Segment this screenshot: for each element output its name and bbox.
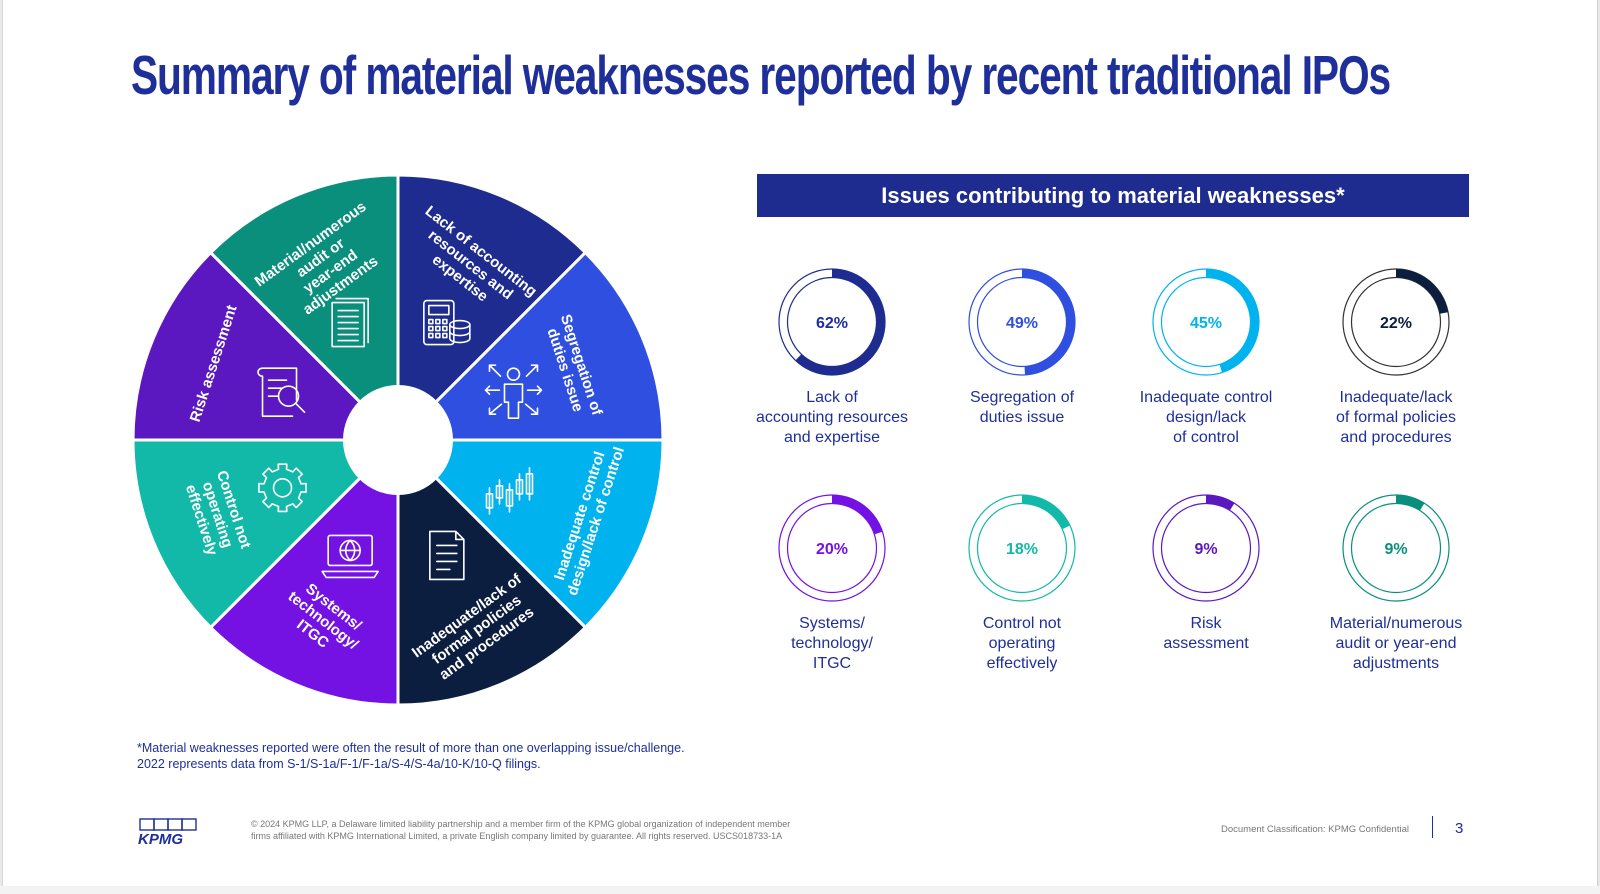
donut-track <box>1342 494 1450 602</box>
donut-chart: 22% <box>1342 268 1450 376</box>
footnotes: *Material weaknesses reported were often… <box>137 740 685 772</box>
donut-percent: 22% <box>1380 315 1412 332</box>
donut-percent: 45% <box>1190 315 1222 332</box>
calculator-database-icon <box>423 299 471 346</box>
donut-label: Inadequate/lack of formal policies and p… <box>1335 389 1457 446</box>
document-classification: Document Classification: KPMG Confidenti… <box>1221 824 1409 835</box>
panel-header: Issues contributing to material weakness… <box>757 174 1469 217</box>
donut-card-risk-assessment: 9% Risk assessment <box>1106 490 1306 654</box>
donut-label: Segregation of duties issue <box>969 389 1075 426</box>
person-arrows-icon <box>484 364 543 419</box>
document-icon <box>429 530 465 581</box>
donut-arc <box>779 269 885 375</box>
donut-chart: 49% <box>968 268 1076 376</box>
wheel-segment-segregation-of-duties-issue <box>394 250 665 442</box>
donut-arc <box>1343 495 1449 601</box>
donut-label: Inadequate control design/lack of contro… <box>1139 389 1273 446</box>
donut-percent: 62% <box>816 315 848 332</box>
footnote-1: *Material weaknesses reported were often… <box>137 741 685 755</box>
kpmg-logo-text: KPMG <box>138 831 183 846</box>
wheel-center <box>343 385 453 495</box>
legal-line-2: firms affiliated with KPMG International… <box>251 831 783 841</box>
kpmg-logo: KPMG <box>138 818 197 846</box>
footnote-2: 2022 represents data from S-1/S-1a/F-1/F… <box>137 757 541 771</box>
donut-percent: 20% <box>816 541 848 558</box>
wheel-segment-lack-of-accounting-resources-and-expertise <box>396 173 588 444</box>
window-bottom-strip <box>0 886 1600 894</box>
scroll-magnifier-icon <box>257 367 306 417</box>
donut-chart: 45% <box>1152 268 1260 376</box>
stacked-pages-icon <box>331 297 369 348</box>
wheel-segment-risk-assessment <box>131 250 402 442</box>
donut-arc <box>1153 495 1259 601</box>
wheel-segment-inadequate-control-design-lack-of-control <box>394 438 665 630</box>
donut-percent: 9% <box>1194 541 1217 558</box>
donut-chart: 62% <box>778 268 886 376</box>
donut-card-control-not-operating-effectively: 18% Control not operating effectively <box>922 490 1122 674</box>
donut-card-inadequate-lack-of-formal-policies-and-procedures: 22% Inadequate/lack of formal policies an… <box>1296 264 1496 448</box>
donut-arc <box>969 495 1075 601</box>
donut-card-material-numerous-audit-or-year-end-adjustments: 9% Material/numerous audit or year-end ad… <box>1296 490 1496 674</box>
wheel-segment-systems-technology-itgc <box>208 436 400 707</box>
donut-label: Control not operating effectively <box>982 615 1062 672</box>
footer-divider <box>1432 816 1433 838</box>
donut-label: Lack of accounting resources and experti… <box>755 389 909 446</box>
legal-line-1: © 2024 KPMG LLP, a Delaware limited liab… <box>251 819 791 829</box>
donut-chart: 18% <box>968 494 1076 602</box>
donut-arc <box>969 269 1075 375</box>
donut-card-systems-technology-itgc: 20% Systems/ technology/ ITGC <box>732 490 932 674</box>
donut-chart: 20% <box>778 494 886 602</box>
laptop-globe-icon <box>321 534 379 579</box>
page-number: 3 <box>1455 820 1464 837</box>
wheel-segment-inadequate-lack-of-formal-policies-and-procedures <box>396 436 588 707</box>
donut-percent: 9% <box>1384 541 1407 558</box>
donut-percent: 18% <box>1006 541 1038 558</box>
donut-arc <box>1153 269 1259 375</box>
donut-label: Systems/ technology/ ITGC <box>791 615 873 672</box>
gear-icon <box>258 463 307 513</box>
donut-track <box>1152 494 1260 602</box>
donut-label: Material/numerous audit or year-end adju… <box>1329 615 1463 672</box>
donut-card-inadequate-control-design-lack-of-control: 45% Inadequate control design/lack of con… <box>1106 264 1306 448</box>
donut-card-segregation-of-duties-issue: 49% Segregation of duties issue <box>922 264 1122 428</box>
wheel-segment-control-not-operating-effectively <box>131 438 402 630</box>
wheel-segment-material-numerous-audit-or-year-end-adjustments <box>208 173 400 444</box>
donut-arc <box>1343 269 1449 375</box>
candlestick-chart-icon <box>485 467 534 515</box>
donut-chart: 9% <box>1342 494 1450 602</box>
donut-chart: 9% <box>1152 494 1260 602</box>
legal-text: © 2024 KPMG LLP, a Delaware limited liab… <box>251 818 871 842</box>
donut-arc <box>779 495 885 601</box>
donut-card-lack-of-accounting-resources-and-expertise: 62% Lack of accounting resources and expe… <box>732 264 932 448</box>
page-title: Summary of material weaknesses reported … <box>131 44 1391 106</box>
donut-label: Risk assessment <box>1163 615 1249 652</box>
donut-percent: 49% <box>1006 315 1038 332</box>
